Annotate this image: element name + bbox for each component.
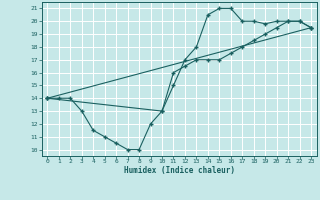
X-axis label: Humidex (Indice chaleur): Humidex (Indice chaleur) [124, 166, 235, 175]
